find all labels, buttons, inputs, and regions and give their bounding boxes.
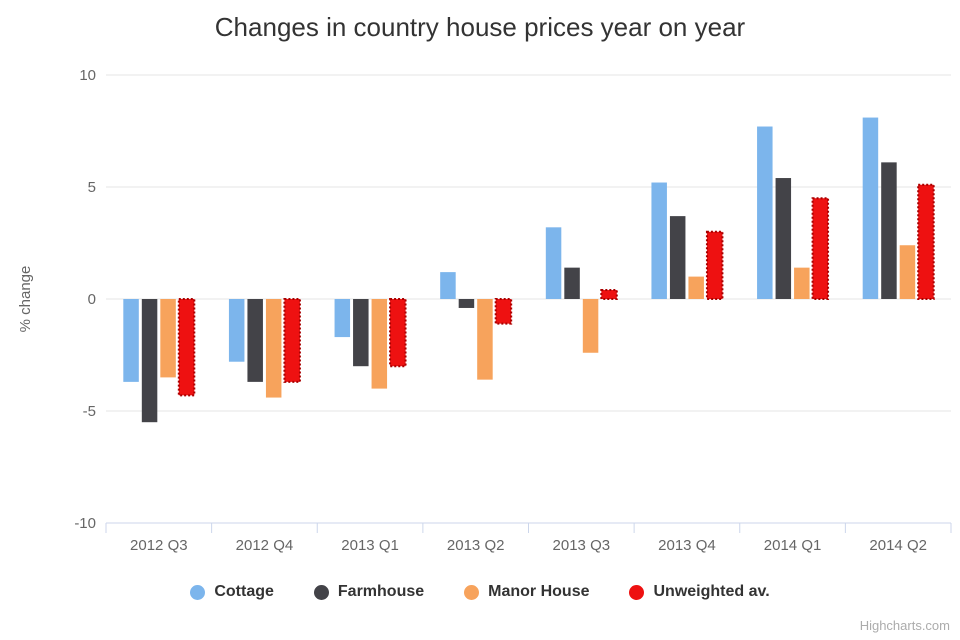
bar-unweighted-av-2[interactable] bbox=[389, 298, 407, 368]
x-axis-category-label: 2012 Q4 bbox=[236, 537, 294, 554]
legend-marker-icon bbox=[313, 584, 329, 600]
bar-unweighted-av-0[interactable] bbox=[177, 298, 196, 397]
legend: Cottage Farmhouse Manor House Unweighted av… bbox=[0, 583, 960, 601]
x-axis-category-label: 2013 Q3 bbox=[553, 537, 611, 554]
bar-manor-house-2[interactable] bbox=[371, 299, 388, 389]
legend-item-unweighted-av[interactable]: Unweighted av. bbox=[629, 583, 770, 601]
x-axis-category-label: 2013 Q4 bbox=[658, 537, 716, 554]
bar-unweighted-av-7[interactable] bbox=[917, 183, 935, 300]
y-axis-title: % change bbox=[17, 266, 34, 333]
bar-cottage-5[interactable] bbox=[651, 182, 667, 299]
bar-farmhouse-6[interactable] bbox=[775, 178, 792, 299]
bar-manor-house-5[interactable] bbox=[688, 276, 704, 299]
y-axis-labels-group: 10 5 0 -5 -10 bbox=[74, 67, 96, 532]
y-axis-tick-label: -5 bbox=[83, 403, 96, 420]
bar-farmhouse-2[interactable] bbox=[353, 299, 369, 367]
bar-farmhouse-5[interactable] bbox=[669, 216, 686, 299]
legend-item-manor-house[interactable]: Manor House bbox=[464, 583, 589, 601]
bar-cottage-7[interactable] bbox=[862, 117, 879, 299]
legend-item-farmhouse[interactable]: Farmhouse bbox=[313, 583, 425, 601]
legend-label: Unweighted av. bbox=[653, 583, 770, 600]
bar-farmhouse-0[interactable] bbox=[141, 299, 158, 423]
bar-farmhouse-4[interactable] bbox=[564, 267, 580, 299]
bar-manor-house-3[interactable] bbox=[477, 299, 493, 380]
bar-manor-house-1[interactable] bbox=[265, 299, 282, 398]
bar-farmhouse-3[interactable] bbox=[458, 299, 475, 308]
y-axis-tick-label: -10 bbox=[74, 515, 96, 532]
highcharts-credits-link[interactable]: Highcharts.com bbox=[859, 618, 950, 633]
bar-unweighted-av-3[interactable] bbox=[494, 298, 513, 325]
bar-cottage-2[interactable] bbox=[334, 299, 351, 338]
y-axis-tick-label: 0 bbox=[88, 291, 96, 308]
bar-cottage-3[interactable] bbox=[440, 272, 456, 299]
bar-farmhouse-1[interactable] bbox=[247, 299, 263, 382]
x-axis-category-label: 2013 Q1 bbox=[341, 537, 399, 554]
bar-unweighted-av-6[interactable] bbox=[811, 197, 830, 300]
bar-cottage-6[interactable] bbox=[757, 126, 773, 300]
legend-marker-icon bbox=[190, 584, 206, 600]
bar-cottage-1[interactable] bbox=[228, 299, 245, 362]
legend-label: Manor House bbox=[488, 583, 590, 600]
y-axis-tick-label: 10 bbox=[79, 67, 96, 84]
gridlines-group bbox=[106, 74, 951, 524]
x-axis-category-label: 2013 Q2 bbox=[447, 537, 505, 554]
x-axis-category-label: 2014 Q2 bbox=[869, 537, 927, 554]
x-axis-group: 2012 Q3 2012 Q4 2013 Q1 2013 Q2 2013 Q3 2013 … bbox=[105, 522, 952, 554]
bar-unweighted-av-1[interactable] bbox=[283, 298, 301, 383]
bar-cottage-0[interactable] bbox=[123, 299, 139, 382]
legend-marker-icon bbox=[629, 584, 645, 600]
x-axis-category-label: 2012 Q3 bbox=[130, 537, 188, 554]
legend-label: Cottage bbox=[214, 583, 274, 600]
chart-title: Changes in country house prices year on … bbox=[214, 12, 746, 42]
bar-manor-house-4[interactable] bbox=[582, 299, 599, 353]
bar-manor-house-6[interactable] bbox=[794, 267, 810, 299]
legend-marker-icon bbox=[464, 584, 480, 600]
bar-manor-house-0[interactable] bbox=[160, 299, 176, 378]
bar-unweighted-av-5[interactable] bbox=[705, 230, 724, 300]
x-axis-category-label: 2014 Q1 bbox=[764, 537, 822, 554]
bar-farmhouse-7[interactable] bbox=[881, 162, 897, 299]
bars-group bbox=[123, 117, 935, 423]
bar-cottage-4[interactable] bbox=[545, 227, 562, 299]
y-axis-tick-label: 5 bbox=[88, 179, 96, 196]
legend-label: Farmhouse bbox=[337, 583, 425, 600]
bar-manor-house-7[interactable] bbox=[899, 245, 916, 299]
bar-unweighted-av-4[interactable] bbox=[600, 289, 618, 301]
legend-item-cottage[interactable]: Cottage bbox=[190, 583, 274, 601]
